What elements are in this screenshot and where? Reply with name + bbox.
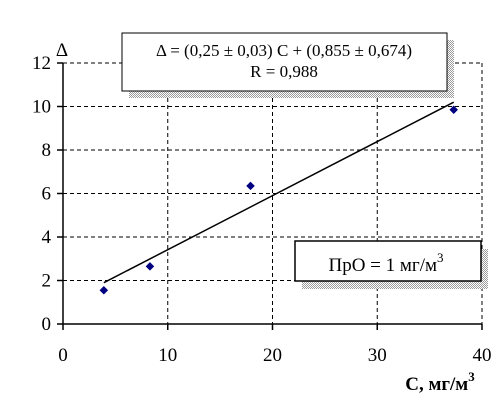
- tick-labels: 0 2 4 6 8 10 12 0 10 20 30 40: [32, 53, 492, 366]
- r-value-text: R = 0,988: [250, 62, 318, 81]
- y-tick-label: 4: [42, 227, 52, 248]
- limit-text-superscript: 3: [437, 250, 444, 265]
- y-tick-label: 8: [42, 140, 52, 161]
- regression-line: [103, 101, 455, 284]
- x-tick-label: 10: [158, 345, 177, 366]
- y-tick-label: 6: [42, 184, 52, 205]
- y-tick-label: 10: [32, 97, 51, 118]
- limit-box: [294, 240, 482, 282]
- data-point: [246, 181, 255, 191]
- y-tick-label: 12: [32, 53, 51, 74]
- x-tick-label: 40: [473, 345, 492, 366]
- axes: [57, 62, 483, 330]
- equation-annotation-box: Δ = (0,25 ± 0,03) C + (0,855 ± 0,674) R …: [121, 32, 454, 98]
- x-tick-label: 0: [58, 345, 68, 366]
- limit-annotation-box: ПрО = 1 мг/м3: [294, 240, 488, 289]
- x-axis-label-main: C, мг/м: [405, 374, 468, 395]
- y-tick-label: 2: [42, 271, 52, 292]
- y-axis-label: Δ: [56, 40, 68, 61]
- data-point: [145, 262, 155, 271]
- limit-text-main: ПрО = 1 мг/м: [328, 255, 437, 276]
- x-axis-label-superscript: 3: [468, 369, 475, 384]
- equation-text: Δ = (0,25 ± 0,03) C + (0,855 ± 0,674): [156, 41, 412, 60]
- data-points: [99, 105, 459, 295]
- fit-line-group: [103, 101, 455, 284]
- equation-box: [121, 32, 448, 92]
- y-tick-label: 0: [42, 314, 52, 335]
- x-tick-label: 20: [263, 345, 282, 366]
- limit-text: ПрО = 1 мг/м3: [328, 250, 443, 276]
- x-tick-label: 30: [368, 345, 387, 366]
- data-point: [99, 285, 109, 295]
- x-axis-label: C, мг/м3: [405, 369, 475, 395]
- data-point: [449, 105, 459, 115]
